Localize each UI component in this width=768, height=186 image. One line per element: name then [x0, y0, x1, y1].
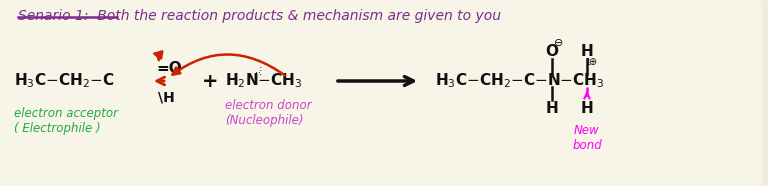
Text: +: + [202, 71, 218, 91]
Text: :̇: :̇ [259, 67, 263, 77]
Text: ⊖: ⊖ [554, 38, 564, 48]
Text: New
bond: New bond [572, 124, 602, 152]
FancyArrowPatch shape [173, 54, 285, 75]
Text: H: H [581, 100, 594, 116]
Text: ··: ·· [255, 68, 261, 78]
Text: H$_2$N$-$CH$_3$: H$_2$N$-$CH$_3$ [225, 72, 303, 90]
Text: H: H [545, 100, 558, 116]
Text: H$_3$C$-$CH$_2$$-$C: H$_3$C$-$CH$_2$$-$C [14, 72, 114, 90]
Text: O: O [545, 44, 558, 59]
Text: H: H [581, 44, 594, 59]
Text: =O: =O [156, 60, 182, 76]
Text: Senario 1:  Both the reaction products & mechanism are given to you: Senario 1: Both the reaction products & … [18, 9, 501, 23]
Text: electron donor
(Nucleophile): electron donor (Nucleophile) [225, 99, 312, 127]
Text: H$_3$C$-$CH$_2$$-$C$-$N$-$CH$_3$: H$_3$C$-$CH$_2$$-$C$-$N$-$CH$_3$ [435, 72, 604, 90]
FancyArrowPatch shape [154, 51, 162, 60]
Text: 1: 1 [585, 57, 591, 67]
Text: ⊕: ⊕ [588, 57, 596, 67]
Text: \H: \H [158, 90, 175, 104]
Text: electron acceptor
( Electrophile ): electron acceptor ( Electrophile ) [14, 107, 118, 135]
